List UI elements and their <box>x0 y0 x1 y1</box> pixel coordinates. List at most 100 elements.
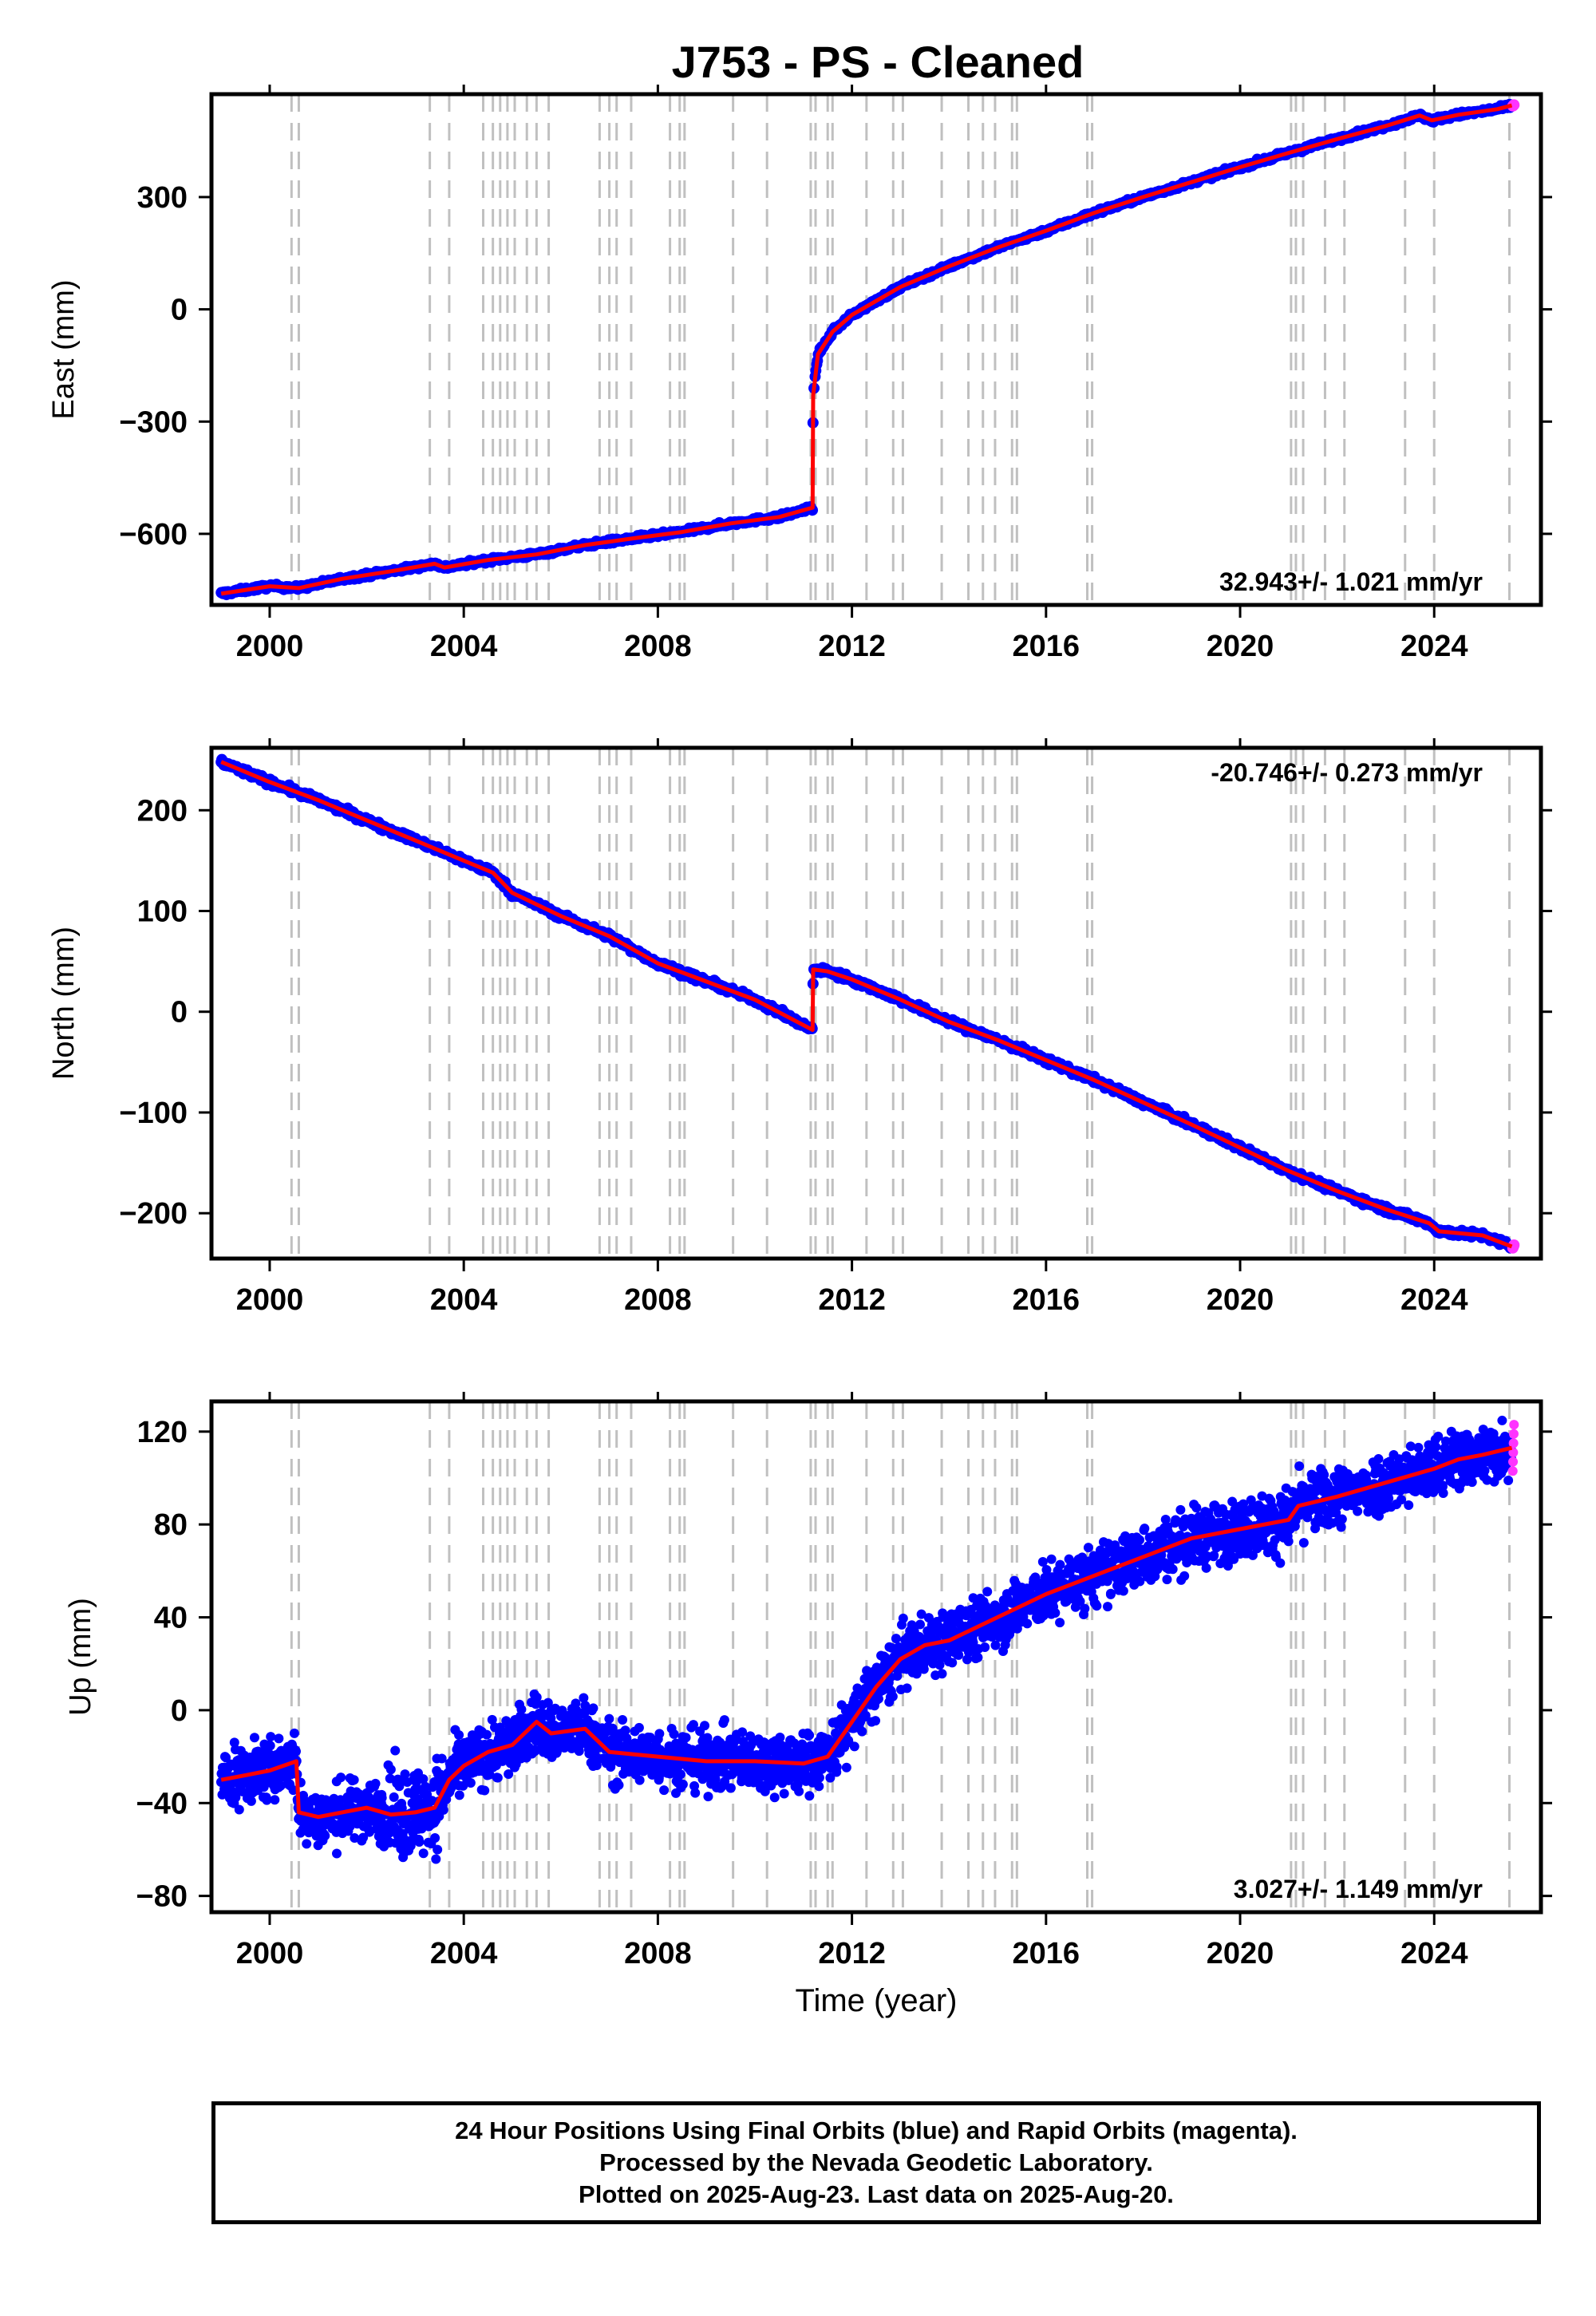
data-point <box>916 1609 926 1619</box>
y-tick-label: −200 <box>119 1197 188 1231</box>
data-point <box>675 1769 685 1780</box>
y-tick-label: 0 <box>171 294 188 327</box>
data-point <box>430 1833 440 1844</box>
data-point <box>775 1733 785 1743</box>
data-point <box>385 1765 396 1775</box>
data-point <box>574 1746 584 1757</box>
data-point <box>579 1693 589 1703</box>
data-point <box>607 1723 618 1733</box>
data-point <box>620 1725 630 1736</box>
data-point <box>678 1779 688 1789</box>
x-tick-label: 2016 <box>1013 630 1080 663</box>
data-point <box>249 1733 259 1743</box>
data-point <box>266 1732 276 1742</box>
y-tick-label: 100 <box>137 895 188 928</box>
data-point <box>289 1728 299 1738</box>
data-point <box>234 1804 244 1815</box>
data-point <box>737 1727 748 1737</box>
x-tick-label: 2012 <box>818 630 886 663</box>
data-point <box>433 1844 443 1855</box>
data-point <box>579 1707 590 1717</box>
data-point <box>221 1753 231 1763</box>
velocity-rate: 32.943+/- 1.021 mm/yr <box>1219 567 1483 596</box>
data-point <box>421 1781 431 1792</box>
data-point <box>465 1777 476 1788</box>
rapid-orbit-points <box>1507 99 1520 112</box>
data-point <box>385 1773 395 1784</box>
x-tick-label: 2008 <box>624 1283 692 1317</box>
panel-1: 2000 2004 2008 2012 2016 2020 2024−600−3000300… <box>47 85 1552 663</box>
data-point <box>320 1831 330 1841</box>
data-point <box>689 1780 700 1791</box>
data-point <box>700 1721 710 1731</box>
panels: 2000 2004 2008 2012 2016 2020 2024−600−3000300… <box>47 85 1552 1970</box>
y-axis-label: North (mm) <box>47 927 81 1080</box>
data-point <box>902 1683 912 1694</box>
y-tick-label: 0 <box>171 996 188 1030</box>
data-point <box>246 1796 256 1806</box>
x-tick-label: 2004 <box>430 1283 498 1317</box>
data-point <box>454 1790 464 1800</box>
y-tick-label: 200 <box>137 794 188 828</box>
data-point <box>715 1737 725 1748</box>
data-point <box>358 1832 369 1843</box>
x-tick-label: 2024 <box>1400 1283 1468 1317</box>
data-point <box>458 1780 468 1791</box>
data-point <box>418 1774 429 1784</box>
data-point <box>390 1745 401 1756</box>
data-point <box>841 1762 851 1773</box>
data-point <box>915 1619 926 1630</box>
data-point <box>814 1781 824 1792</box>
data-point <box>794 1786 804 1796</box>
data-point <box>669 1729 679 1739</box>
data-point <box>857 1726 867 1737</box>
y-tick-label: −600 <box>119 518 188 551</box>
data-point <box>860 1710 871 1721</box>
data-point <box>431 1854 441 1864</box>
data-point <box>418 1848 429 1859</box>
data-point <box>370 1778 381 1788</box>
data-point <box>377 1792 387 1803</box>
model-line <box>220 103 1513 596</box>
x-tick-label: 2000 <box>236 630 304 663</box>
y-axis-label: East (mm) <box>47 279 81 419</box>
data-point <box>270 1795 280 1805</box>
x-tick-label: 2020 <box>1207 630 1274 663</box>
event-lines <box>290 94 1511 605</box>
data-point <box>703 1792 713 1802</box>
data-point <box>690 1788 701 1798</box>
y-tick-label: 300 <box>137 181 188 215</box>
data-point <box>604 1713 614 1724</box>
data-point <box>681 1733 691 1743</box>
data-point <box>397 1803 407 1813</box>
data-point <box>891 1634 901 1644</box>
data-point <box>923 1613 934 1623</box>
data-point <box>484 1769 495 1780</box>
data-point <box>531 1692 542 1702</box>
data-point <box>437 1753 447 1764</box>
x-tick-label: 2008 <box>624 630 692 663</box>
final-orbit-points <box>215 98 1517 601</box>
data-point <box>804 1730 815 1741</box>
x-tick-label: 2016 <box>1013 1283 1080 1317</box>
data-point <box>265 1741 275 1751</box>
plot-frame <box>209 745 1543 1261</box>
data-point <box>480 1785 490 1796</box>
data-point <box>504 1769 514 1779</box>
x-tick-label: 2024 <box>1400 630 1468 663</box>
data-point <box>618 1714 628 1725</box>
data-point <box>825 1773 836 1783</box>
data-point <box>614 1780 624 1790</box>
data-point <box>804 1791 815 1801</box>
velocity-rate: -20.746+/- 0.273 mm/yr <box>1211 758 1483 787</box>
data-point <box>898 1613 908 1623</box>
data-point <box>438 1804 448 1815</box>
plot-frame <box>209 92 1543 607</box>
data-point <box>332 1848 342 1859</box>
data-point <box>274 1733 284 1744</box>
panel-2: 2000 2004 2008 2012 2016 2020 2024−200−1000100… <box>47 738 1552 1317</box>
data-point <box>454 1729 464 1740</box>
data-point <box>492 1773 503 1783</box>
data-point <box>588 1703 598 1713</box>
